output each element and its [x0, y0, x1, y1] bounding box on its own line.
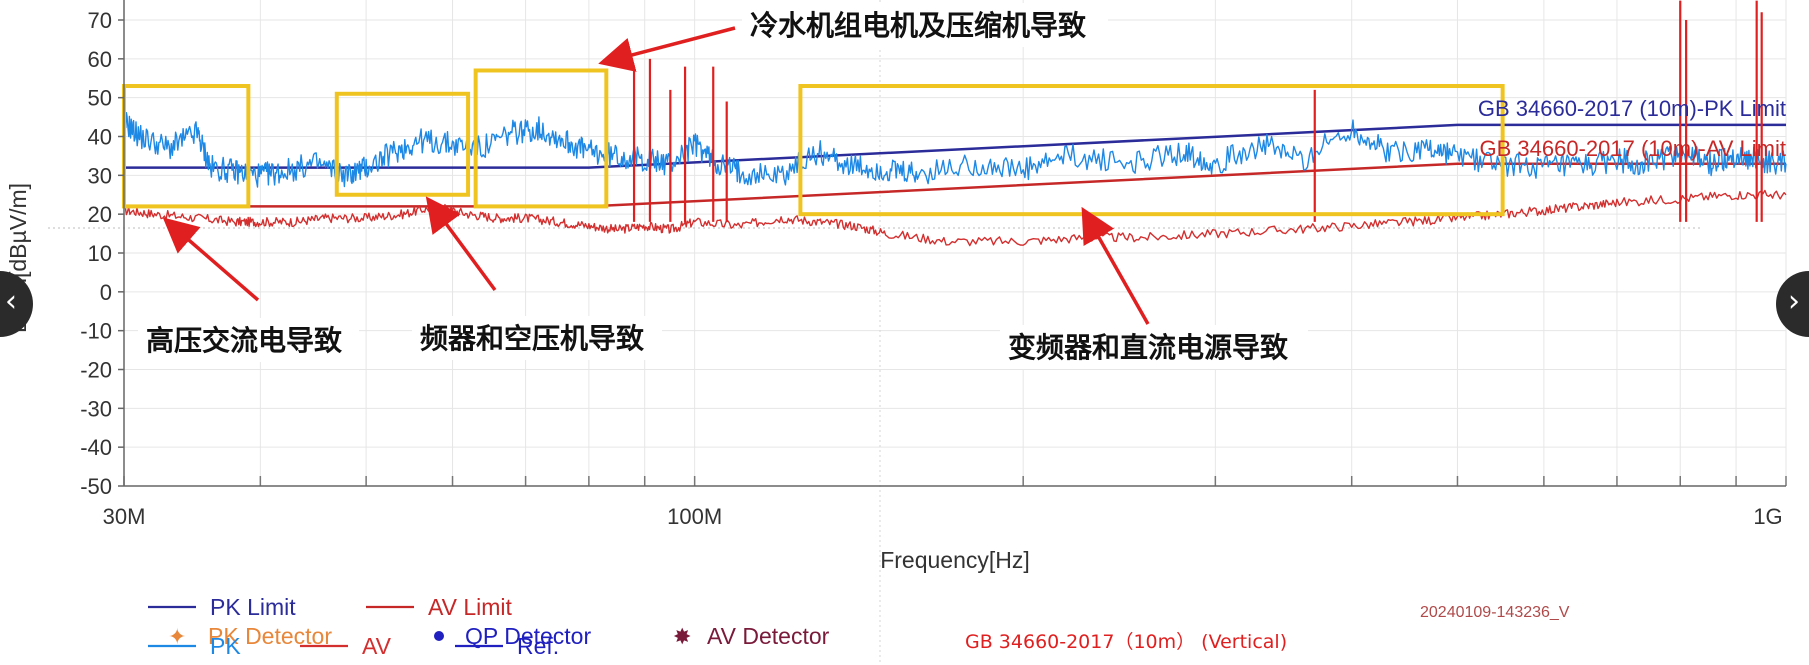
- y-tick-label: -20: [80, 358, 112, 383]
- y-tick-label: 20: [88, 202, 112, 227]
- legend-dot-icon: [434, 631, 444, 641]
- annotation-arrow: [425, 196, 497, 292]
- y-tick-label: -30: [80, 396, 112, 421]
- y-tick-label: 0: [100, 280, 112, 305]
- legend-label: PK Limit: [210, 594, 296, 620]
- annotation-box: [334, 91, 471, 197]
- limit-label: GB 34660-2017 (10m)-AV Limit: [1479, 136, 1786, 161]
- x-tick-label: 100M: [667, 504, 722, 529]
- legend-label: AV Detector: [707, 623, 830, 649]
- legend-label: Ref.: [517, 633, 559, 659]
- limit-labels: GB 34660-2017 (10m)-PK Limit GB 34660-201…: [1478, 96, 1786, 161]
- y-tick-label: -10: [80, 319, 112, 344]
- annotation-backdrop: [742, 3, 1108, 47]
- annotation-arrows: [162, 26, 1150, 325]
- legend-label: PK Detector: [208, 623, 332, 649]
- annotation-text: 变频器和直流电源导致: [1008, 331, 1289, 364]
- y-tick-label: 30: [88, 163, 112, 188]
- annotation-text: 冷水机组电机及压缩机导致: [750, 9, 1087, 42]
- x-tick-label: 1G: [1753, 504, 1782, 529]
- annotation-arrow: [162, 217, 260, 302]
- annotation-text: 高压交流电导致: [146, 324, 343, 357]
- y-tick-label: -50: [80, 474, 112, 499]
- annotation-backdrop: [138, 318, 359, 362]
- legend-star-icon: ✦: [168, 625, 186, 650]
- legend-label: AV: [362, 633, 392, 659]
- chevron-right-icon: ›: [1788, 284, 1800, 319]
- limit-label: GB 34660-2017 (10m)-PK Limit: [1478, 96, 1786, 121]
- y-tick-label: 50: [88, 86, 112, 111]
- x-axis-title: Frequency[Hz]: [880, 547, 1030, 573]
- timestamp-label: 20240109-143236_V: [1420, 604, 1570, 621]
- series-line: [123, 189, 1787, 247]
- annotation-box: [798, 84, 1505, 217]
- annotation-text: 频器和空压机导致: [420, 322, 645, 355]
- y-tick-label: 60: [88, 47, 112, 72]
- annotation-box: [473, 68, 609, 209]
- annotation-arrow: [598, 26, 736, 72]
- standard-label: GB 34660-2017（10m） (Vertical): [965, 631, 1287, 653]
- y-tick-label: 70: [88, 8, 112, 33]
- measurement-series: [123, 110, 1787, 247]
- y-tick-label: 40: [88, 125, 112, 150]
- chevron-left-icon: ‹: [5, 284, 17, 319]
- emission-spikes: [632, 0, 1763, 222]
- annotation-boxes: [122, 68, 1505, 217]
- legend-burst-icon: ✸: [673, 625, 691, 650]
- annotation-arrow: [1081, 206, 1150, 325]
- y-tick-label: -40: [80, 435, 112, 460]
- legend-label: AV Limit: [428, 594, 513, 620]
- legend-label: QP Detector: [465, 623, 591, 649]
- x-tick-label: 30M: [103, 504, 146, 529]
- y-tick-label: 10: [88, 241, 112, 266]
- annotation-backdrop: [1000, 325, 1308, 369]
- legend-label: PK: [210, 633, 241, 659]
- annotation-backdrop: [412, 316, 662, 360]
- legend: PK Limit AV Limit ✦ PK Detector QP Detector ✸…: [148, 594, 830, 659]
